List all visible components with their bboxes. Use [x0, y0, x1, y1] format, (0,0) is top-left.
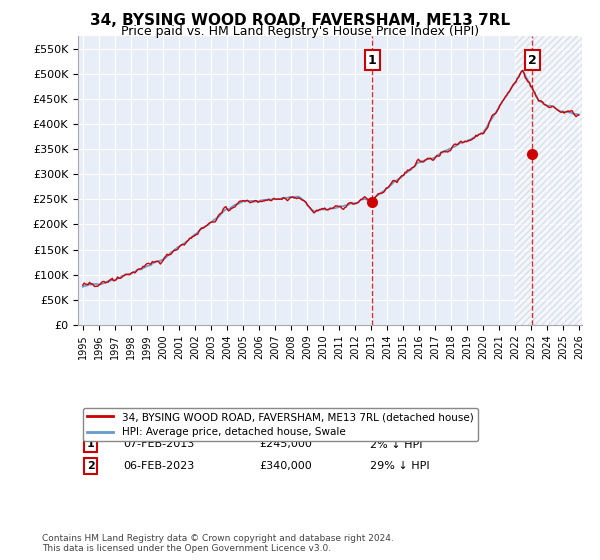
Legend: 34, BYSING WOOD ROAD, FAVERSHAM, ME13 7RL (detached house), HPI: Average price, : 34, BYSING WOOD ROAD, FAVERSHAM, ME13 7R… [83, 408, 478, 441]
Text: Price paid vs. HM Land Registry's House Price Index (HPI): Price paid vs. HM Land Registry's House … [121, 25, 479, 38]
Bar [515, 36, 587, 325]
Text: £340,000: £340,000 [259, 461, 312, 471]
Text: 34, BYSING WOOD ROAD, FAVERSHAM, ME13 7RL: 34, BYSING WOOD ROAD, FAVERSHAM, ME13 7R… [90, 13, 510, 28]
Text: 1: 1 [87, 440, 94, 450]
Text: Contains HM Land Registry data © Crown copyright and database right 2024.
This d: Contains HM Land Registry data © Crown c… [42, 534, 394, 553]
Text: 2: 2 [528, 54, 537, 67]
Text: 06-FEB-2023: 06-FEB-2023 [124, 461, 194, 471]
Text: 1: 1 [368, 54, 377, 67]
Text: 2% ↓ HPI: 2% ↓ HPI [370, 440, 423, 450]
Text: 2: 2 [87, 461, 94, 471]
Text: 29% ↓ HPI: 29% ↓ HPI [370, 461, 430, 471]
Text: 07-FEB-2013: 07-FEB-2013 [124, 440, 194, 450]
Text: £245,000: £245,000 [259, 440, 313, 450]
